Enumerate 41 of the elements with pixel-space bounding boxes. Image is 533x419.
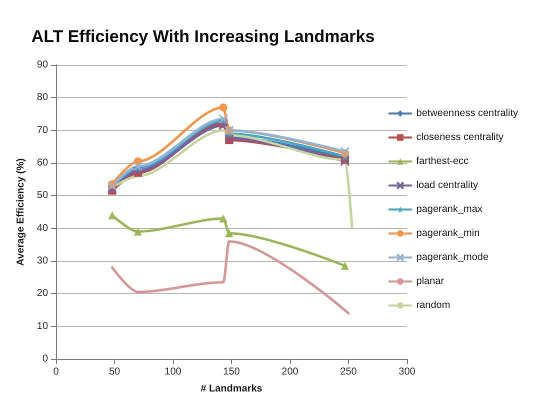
legend-label: closeness centrality <box>416 132 504 143</box>
point <box>218 114 228 124</box>
line-series <box>110 240 350 315</box>
legend-label: betweenness centrality <box>416 108 518 119</box>
point <box>225 229 234 238</box>
legend-label: pagerank_mode <box>416 252 489 263</box>
y-tick-label: 30 <box>36 256 48 266</box>
point <box>340 146 350 156</box>
point <box>219 103 228 112</box>
point <box>218 120 228 130</box>
y-tick-label: 10 <box>36 320 48 332</box>
point <box>340 156 350 166</box>
y-axis-title: Average Efficiency (%) <box>16 158 26 266</box>
point <box>107 184 117 194</box>
x-tick-label: 300 <box>398 366 416 378</box>
y-tick-label: 80 <box>36 92 48 104</box>
legend-label: planar <box>416 276 445 287</box>
x-tick-label: 0 <box>53 366 60 378</box>
y-tick-label: 40 <box>36 222 48 234</box>
x-axis-title: # Landmarks <box>200 384 263 394</box>
y-tick-label: 20 <box>36 288 48 300</box>
y-tick-label: 70 <box>36 124 48 136</box>
x-tick-label: 200 <box>282 366 299 378</box>
x-tick-label: 250 <box>340 366 358 378</box>
y-tick-label: 0 <box>42 354 48 364</box>
x-tick-label: 100 <box>164 366 182 378</box>
point <box>224 134 234 144</box>
x-tick-label: 50 <box>108 366 121 378</box>
legend-label: pagerank_max <box>416 204 482 215</box>
legend-label: farthest-ecc <box>416 156 469 167</box>
legend-label: random <box>416 300 450 311</box>
point <box>340 262 349 270</box>
chart-title: ALT Efficiency With Increasing Landmarks <box>31 27 375 46</box>
legend-label: pagerank_min <box>416 228 480 239</box>
y-tick-label: 90 <box>36 60 48 70</box>
y-tick-label: 60 <box>36 158 48 168</box>
y-tick-label: 50 <box>36 190 48 202</box>
point <box>219 214 228 223</box>
x-tick-label: 150 <box>223 366 240 378</box>
point <box>134 228 142 236</box>
legend-label: load centrality <box>416 180 478 191</box>
